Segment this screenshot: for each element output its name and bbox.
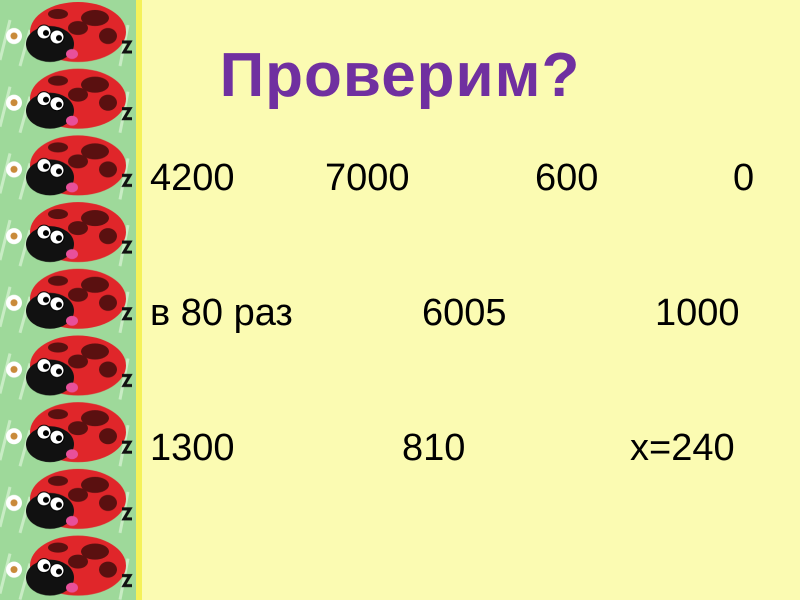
border-edge — [136, 0, 142, 600]
answer-r3-c2: 810 — [402, 427, 466, 469]
answer-r1-c4: 0 — [733, 157, 755, 199]
answer-r2-c3: 1000 — [655, 292, 740, 334]
ladybug-border — [0, 0, 136, 600]
answer-r3-c1: 1300 — [150, 427, 235, 469]
slide-title-text: Проверим? — [219, 41, 581, 110]
slide-title: Проверим? — [0, 40, 800, 111]
answer-r1-c3: 600 — [535, 157, 599, 199]
answer-r3-c3: х=240 — [630, 427, 735, 469]
answer-r1-c1: 4200 — [150, 157, 235, 199]
answer-r2-c1: в 80 раз — [150, 292, 293, 334]
answer-r1-c2: 7000 — [325, 157, 410, 199]
answer-r2-c2: 6005 — [422, 292, 507, 334]
